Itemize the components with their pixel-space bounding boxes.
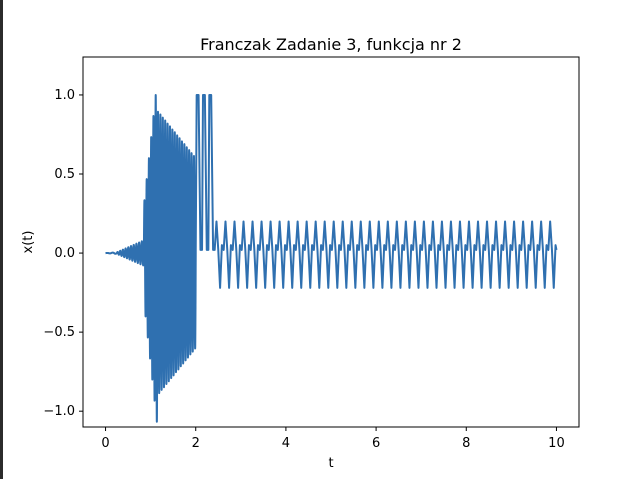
x-axis: 0 2 4 6 8 10 — [101, 427, 565, 451]
x-tick-label: 4 — [282, 436, 290, 451]
y-tick-label: −1.0 — [43, 404, 75, 419]
x-axis-label: t — [328, 456, 333, 471]
y-tick-label: −0.5 — [43, 325, 75, 340]
data-layer — [104, 93, 558, 423]
y-tick-label: 1.0 — [54, 88, 75, 103]
y-axis: −1.0 −0.5 0.0 0.5 1.0 — [43, 88, 83, 419]
y-tick-label: 0.0 — [54, 246, 75, 261]
series-line — [104, 93, 558, 423]
y-axis-label: x(t) — [21, 231, 36, 254]
window-edge — [0, 0, 3, 479]
x-tick-label: 8 — [462, 436, 470, 451]
x-tick-label: 0 — [101, 436, 109, 451]
x-tick-label: 10 — [548, 436, 565, 451]
chart-title: Franczak Zadanie 3, funkcja nr 2 — [200, 35, 462, 54]
y-tick-label: 0.5 — [54, 167, 75, 182]
x-tick-label: 6 — [372, 436, 380, 451]
x-tick-label: 2 — [192, 436, 200, 451]
